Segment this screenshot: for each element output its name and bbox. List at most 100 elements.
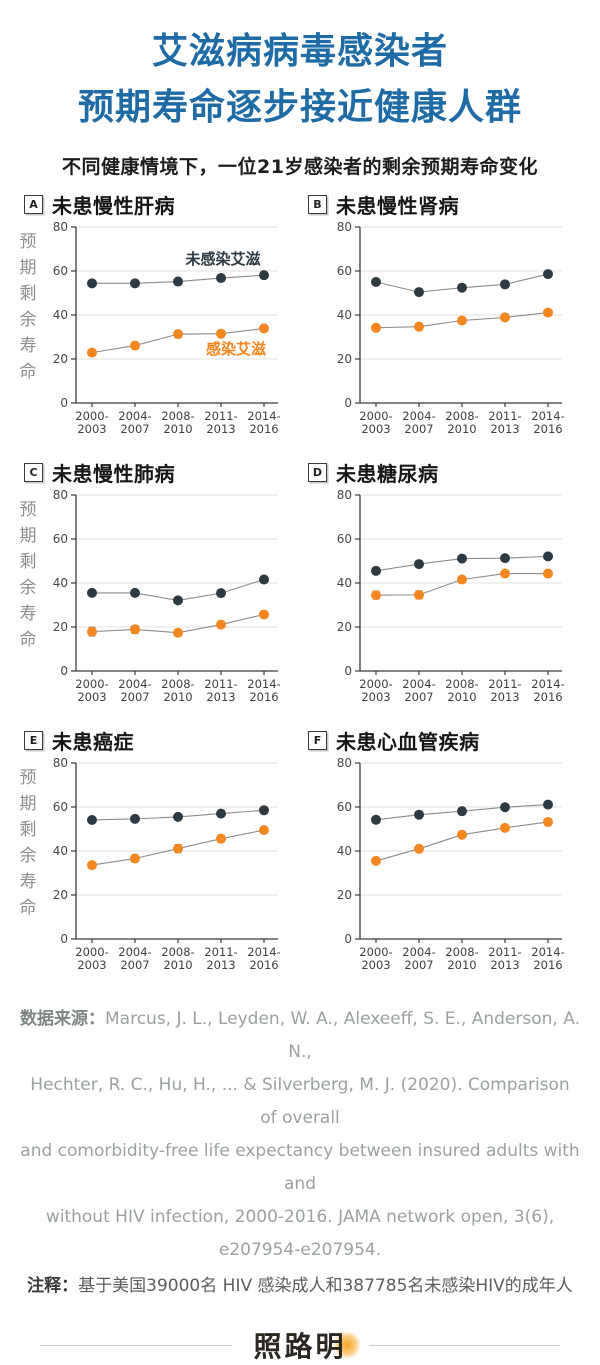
y-axis-title: 预期剩余寿命 xyxy=(19,768,37,918)
data-point xyxy=(216,833,226,844)
data-source-line: and comorbidity-free life expectancy bet… xyxy=(20,1141,580,1194)
panel-title: 未患慢性肺病 xyxy=(52,461,175,486)
data-point xyxy=(543,816,553,827)
x-tick-label: 2008-2010 xyxy=(161,945,194,972)
y-tick-label: 60 xyxy=(337,264,352,278)
series-infected xyxy=(371,568,553,601)
panel-title: 未患慢性肝病 xyxy=(52,193,175,218)
data-point xyxy=(259,270,269,281)
y-tick-label: 80 xyxy=(53,756,68,770)
data-point xyxy=(414,809,424,820)
y-tick-label: 40 xyxy=(337,844,352,858)
data-point xyxy=(173,595,183,606)
data-point xyxy=(414,287,424,298)
chart-panel-D: D 未患糖尿病 0 20 40 60 80 2000-2003 2004-2007 2008-20… xyxy=(300,459,584,717)
data-source-lines: Hechter, R. C., Hu, H., ... & Silverberg… xyxy=(20,1069,580,1267)
data-point xyxy=(87,587,97,598)
chart-svg-F: 0 20 40 60 80 2000-2003 2004-2007 2008-2010 2011… xyxy=(337,756,565,972)
brand-logo: 照路明 xyxy=(248,1325,361,1365)
logo-rule-right xyxy=(368,1344,561,1346)
data-point xyxy=(259,574,269,585)
data-source-citation: 数据来源：Marcus, J. L., Leyden, W. A., Alexe… xyxy=(20,1003,580,1267)
logo-text: 照路明 xyxy=(253,1330,347,1363)
legend-label-uninfected: 未感染艾滋 xyxy=(184,250,260,268)
x-tick-label: 2004-2007 xyxy=(402,945,435,972)
x-tick-label: 2004-2007 xyxy=(402,409,435,436)
data-point xyxy=(87,626,97,637)
x-tick-label: 2014-2016 xyxy=(531,409,564,436)
series-uninfected xyxy=(87,805,269,825)
logo-rule-left xyxy=(40,1344,232,1346)
data-point xyxy=(414,843,424,854)
data-point xyxy=(371,322,381,333)
y-tick-label: 20 xyxy=(53,620,68,634)
x-tick-label: 2011-2013 xyxy=(488,677,521,704)
data-point xyxy=(216,588,226,599)
charts-grid: A 未患慢性肝病预期剩余寿命 0 20 40 60 80 2000-2003 2004-2007… xyxy=(16,191,584,985)
series-infected xyxy=(87,609,269,638)
series-infected xyxy=(371,307,553,333)
data-point xyxy=(543,551,553,562)
y-tick-label: 20 xyxy=(337,620,352,634)
legend-label-infected: 感染艾滋 xyxy=(206,340,266,358)
panel-letter-badge: E xyxy=(24,730,43,750)
x-tick-label: 2000-2003 xyxy=(359,409,392,436)
y-tick-label: 60 xyxy=(337,532,352,546)
series-uninfected xyxy=(87,270,269,289)
x-tick-label: 2004-2007 xyxy=(118,945,151,972)
y-tick-label: 0 xyxy=(60,396,68,410)
footer: 数据来源：Marcus, J. L., Leyden, W. A., Alexe… xyxy=(0,1003,600,1365)
data-point xyxy=(457,553,467,564)
chart-panel-F: F 未患心血管疾病 0 20 40 60 80 2000-2003 2004-2007 2008-… xyxy=(300,727,584,985)
y-tick-label: 20 xyxy=(337,888,352,902)
y-tick-label: 80 xyxy=(53,488,68,502)
chart-svg-A: 0 20 40 60 80 2000-2003 2004-2007 2008-2010 2011… xyxy=(53,220,281,436)
y-tick-label: 60 xyxy=(337,800,352,814)
data-point xyxy=(371,814,381,825)
chart-svg-B: 0 20 40 60 80 2000-2003 2004-2007 2008-2010 2011… xyxy=(337,220,565,436)
chart-panel-B: B 未患慢性肾病 0 20 40 60 80 2000-2003 2004-2007 2008-2… xyxy=(300,191,584,449)
data-point xyxy=(457,315,467,326)
panel-body: 0 20 40 60 80 2000-2003 2004-2007 2008-2010 2011… xyxy=(300,485,584,717)
panel-header: C 未患慢性肺病 xyxy=(24,459,300,486)
panel-header: B 未患慢性肾病 xyxy=(308,191,584,218)
chart-panel-C: C 未患慢性肺病预期剩余寿命 0 20 40 60 80 2000-2003 2004-2007… xyxy=(16,459,300,717)
data-point xyxy=(500,312,510,323)
panel-header: F 未患心血管疾病 xyxy=(308,727,584,754)
chart-svg-E: 0 20 40 60 80 2000-2003 2004-2007 2008-2010 2011… xyxy=(53,756,281,972)
y-tick-label: 0 xyxy=(344,932,352,946)
data-point xyxy=(173,329,183,340)
x-tick-label: 2008-2010 xyxy=(445,945,478,972)
y-axis-title: 预期剩余寿命 xyxy=(19,232,37,382)
y-tick-label: 20 xyxy=(337,352,352,366)
data-point xyxy=(87,278,97,289)
data-point xyxy=(216,619,226,630)
panel-letter-badge: D xyxy=(308,462,327,482)
data-point xyxy=(173,843,183,854)
series-infected xyxy=(371,816,553,866)
data-point xyxy=(371,565,381,576)
chart-panel-A: A 未患慢性肝病预期剩余寿命 0 20 40 60 80 2000-2003 2004-2007… xyxy=(16,191,300,449)
x-tick-label: 2000-2003 xyxy=(75,677,108,704)
data-point xyxy=(130,853,140,864)
data-source-label: 数据来源： xyxy=(20,1009,105,1029)
x-tick-label: 2004-2007 xyxy=(118,677,151,704)
data-point xyxy=(457,574,467,585)
y-tick-label: 0 xyxy=(344,664,352,678)
panel-letter-badge: F xyxy=(308,730,327,750)
panel-letter-badge: C xyxy=(24,462,43,482)
y-tick-label: 80 xyxy=(337,756,352,770)
data-point xyxy=(216,808,226,819)
x-tick-label: 2008-2010 xyxy=(445,677,478,704)
series-uninfected xyxy=(371,799,553,825)
data-source-line: Hechter, R. C., Hu, H., ... & Silverberg… xyxy=(30,1075,570,1128)
data-point xyxy=(87,347,97,358)
y-tick-label: 60 xyxy=(53,532,68,546)
chart-panel-E: E 未患癌症预期剩余寿命 0 20 40 60 80 2000-2003 2004-2007 20… xyxy=(16,727,300,985)
y-tick-label: 20 xyxy=(53,888,68,902)
data-point xyxy=(457,806,467,817)
y-tick-label: 40 xyxy=(337,308,352,322)
data-point xyxy=(414,321,424,332)
series-uninfected xyxy=(371,551,553,576)
